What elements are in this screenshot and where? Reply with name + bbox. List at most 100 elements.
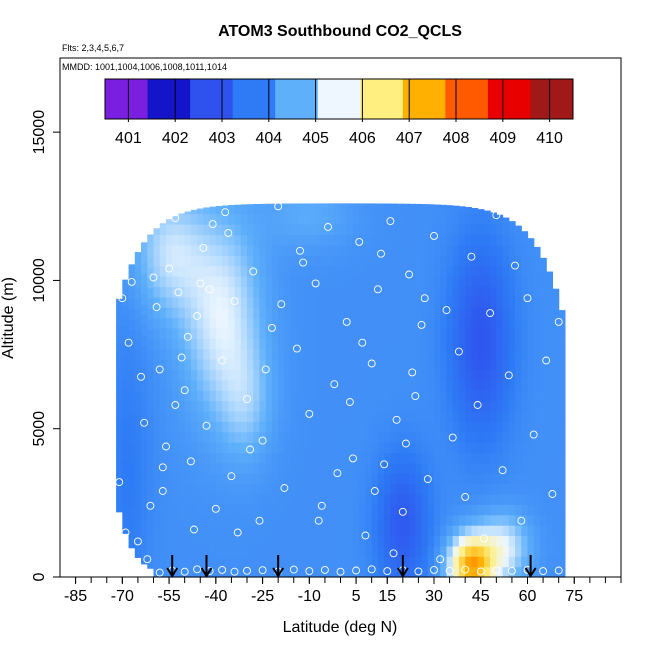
- field-cell: [465, 224, 472, 236]
- field-cell: [296, 265, 304, 277]
- field-cell: [508, 255, 516, 267]
- field-cell: [334, 255, 342, 267]
- field-cell: [321, 359, 329, 370]
- field-cell: [321, 213, 329, 225]
- field-cell: [421, 410, 429, 422]
- field-cell: [465, 504, 472, 516]
- sample-point: [155, 365, 164, 374]
- field-cell: [141, 293, 148, 305]
- field-cell: [271, 545, 279, 557]
- field-cell: [352, 296, 360, 308]
- field-cell: [527, 514, 535, 526]
- field-cell: [434, 452, 441, 464]
- sample-point: [162, 442, 170, 451]
- field-cell: [440, 566, 448, 578]
- field-cell: [521, 296, 529, 308]
- field-cell: [371, 493, 379, 505]
- field-cell: [471, 379, 479, 391]
- field-cell: [315, 327, 323, 339]
- field-cell: [265, 265, 273, 277]
- field-cell: [278, 493, 285, 505]
- field-cell: [247, 483, 254, 495]
- colorbar-swatch: [487, 79, 531, 119]
- field-cell: [247, 545, 254, 557]
- field-cell: [346, 535, 354, 547]
- field-cell: [303, 462, 310, 474]
- field-cell: [190, 296, 198, 308]
- field-cell: [346, 338, 354, 350]
- field-cell: [184, 545, 192, 557]
- field-cell: [415, 286, 423, 298]
- field-cell: [141, 335, 148, 347]
- field-cell: [515, 369, 522, 381]
- field-cell: [172, 452, 180, 464]
- field-cell: [234, 286, 242, 298]
- field-cell: [165, 452, 173, 464]
- field-cell: [477, 556, 485, 568]
- field-cell: [515, 348, 522, 360]
- field-cell: [434, 369, 441, 381]
- field-cell: [352, 504, 360, 516]
- field-cell: [247, 338, 254, 350]
- field-cell: [384, 224, 391, 236]
- field-cell: [458, 348, 466, 360]
- field-cell: [552, 442, 560, 454]
- field-cell: [271, 462, 279, 474]
- field-cell: [134, 370, 142, 382]
- field-cell: [458, 535, 466, 547]
- field-cell: [328, 525, 335, 537]
- field-cell: [558, 442, 566, 454]
- field-cell: [271, 359, 279, 370]
- field-cell: [215, 483, 223, 495]
- field-cell: [153, 421, 161, 433]
- field-cell: [234, 369, 242, 381]
- field-cell: [359, 431, 367, 443]
- field-cell: [365, 255, 373, 267]
- field-cell: [515, 296, 522, 308]
- field-cell: [402, 338, 410, 350]
- field-cell: [371, 255, 379, 267]
- field-cell: [253, 369, 261, 381]
- field-cell: [390, 483, 398, 495]
- field-cell: [184, 421, 192, 433]
- field-cell: [303, 275, 310, 287]
- field-cell: [172, 359, 180, 370]
- field-cell: [159, 452, 167, 464]
- field-cell: [134, 391, 142, 403]
- field-cell: [409, 213, 416, 225]
- field-cell: [259, 275, 267, 287]
- field-cell: [172, 255, 180, 267]
- field-cell: [259, 442, 267, 454]
- field-cell: [253, 442, 261, 454]
- field-cell: [402, 203, 410, 215]
- field-cell: [265, 348, 273, 360]
- field-cell: [533, 483, 541, 495]
- y-tick-label: 10000: [31, 258, 48, 303]
- field-cell: [483, 234, 491, 246]
- field-cell: [209, 442, 217, 454]
- field-cell: [340, 400, 348, 412]
- field-cell: [446, 338, 454, 350]
- field-cell: [178, 296, 186, 308]
- field-cell: [384, 452, 391, 464]
- field-cell: [172, 462, 180, 474]
- field-cell: [502, 317, 510, 329]
- field-cell: [184, 525, 192, 537]
- field-cell: [165, 400, 173, 412]
- field-cell: [209, 317, 217, 329]
- field-cell: [415, 359, 423, 370]
- field-cell: [471, 535, 479, 547]
- field-cell: [539, 359, 547, 370]
- field-cell: [409, 286, 416, 298]
- field-cell: [409, 400, 416, 412]
- sample-point: [152, 303, 161, 312]
- flight-marker-arrow: [272, 555, 285, 578]
- field-cell: [228, 525, 236, 537]
- sample-point: [554, 566, 563, 575]
- field-cell: [440, 369, 448, 381]
- colorbar-swatch: [360, 79, 404, 119]
- field-cell: [371, 473, 379, 485]
- field-cell: [471, 213, 479, 225]
- field-cell: [390, 504, 398, 516]
- field-cell: [128, 329, 136, 341]
